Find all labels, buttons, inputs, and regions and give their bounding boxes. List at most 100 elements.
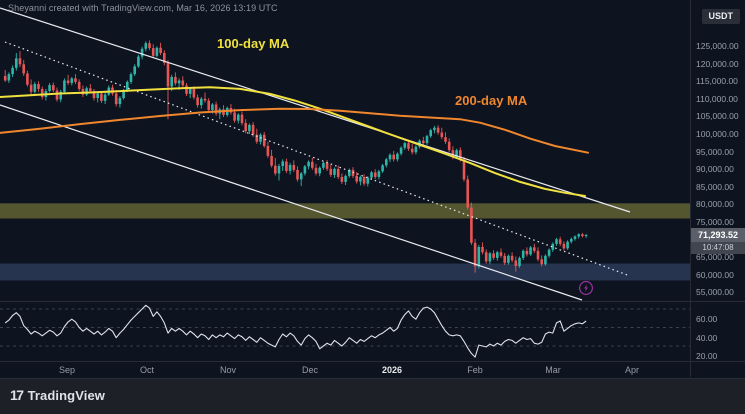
candle-body [377, 171, 381, 177]
candle-body [440, 132, 444, 138]
200-day-ma-line [0, 107, 589, 154]
time-axis-label-2026: 2026 [381, 365, 403, 375]
candle-body [333, 168, 336, 175]
candle-body [381, 165, 384, 172]
candle-body [140, 48, 144, 57]
candle-body [285, 161, 288, 171]
candle-body [85, 88, 88, 95]
candle-body [15, 58, 18, 68]
candle-body [473, 242, 477, 267]
candle-body [577, 234, 580, 237]
candle-body [344, 175, 347, 182]
candle-body [200, 98, 203, 106]
tradingview-logo[interactable]: 17 TradingView [10, 387, 105, 403]
candle-body [18, 58, 22, 65]
candle-body [533, 247, 536, 251]
candle-body [137, 56, 140, 67]
price-axis-label: 125,000.00 [696, 41, 739, 51]
candle-body [281, 161, 284, 167]
price-axis-label: 80,000.00 [696, 199, 734, 210]
candle-body [52, 85, 55, 91]
candle-body [429, 130, 432, 137]
price-axis-label: 60,000.00 [696, 269, 734, 280]
ma200-annotation[interactable]: 200-day MA [455, 93, 528, 108]
candle-body [148, 43, 151, 49]
candle-body [492, 253, 495, 258]
candle-body [484, 252, 488, 262]
price-axis-label: 95,000.00 [696, 146, 734, 157]
candle-body [410, 148, 414, 153]
candle-body [407, 143, 410, 149]
candle-body [540, 259, 543, 265]
ma100-annotation[interactable]: 100-day MA [217, 36, 290, 51]
candle-body [444, 137, 447, 142]
candle-body [499, 252, 503, 256]
candle-body [74, 78, 77, 82]
candle-body [144, 43, 148, 49]
quote-currency-badge[interactable]: USDT [701, 9, 740, 24]
time-axis-label-mar: Mar [545, 365, 561, 375]
candle-body [181, 80, 185, 86]
candle-body [555, 239, 558, 244]
candle-body [303, 166, 307, 174]
candle-body [355, 175, 358, 182]
candle-body [362, 176, 366, 184]
candle-body [299, 173, 303, 180]
candle-body [359, 176, 362, 182]
candle-body [314, 167, 318, 174]
price-axis-label: 105,000.00 [696, 111, 739, 122]
candle-body [396, 153, 399, 160]
downtrend-dotted [4, 41, 631, 277]
candle-body [174, 76, 177, 84]
candle-countdown: 10:47:08 [691, 241, 745, 254]
candle-body [103, 94, 107, 101]
price-axis-label: 100,000.00 [696, 129, 739, 139]
flash-idea-icon[interactable] [578, 280, 594, 296]
candle-body [29, 84, 33, 92]
candle-body [7, 74, 11, 81]
candle-body [251, 124, 255, 135]
candle-body [114, 93, 118, 105]
candle-body [318, 167, 321, 174]
candle-body [237, 114, 240, 121]
candle-body [151, 48, 155, 56]
candle-body [433, 127, 436, 131]
candle-body [255, 134, 259, 142]
candle-body [66, 80, 70, 83]
candle-body [340, 176, 344, 182]
candle-body [558, 239, 562, 244]
candle-body [462, 159, 466, 180]
time-axis-label-feb: Feb [467, 365, 483, 375]
candle-body [370, 172, 373, 178]
candle-body [122, 90, 125, 99]
tradingview-logo-text: TradingView [27, 387, 106, 403]
candle-body [155, 47, 159, 56]
rsi-axis-label: 60.00 [696, 314, 718, 325]
candle-body [573, 236, 577, 239]
candle-body [55, 90, 59, 100]
candle-body [307, 161, 310, 167]
price-axis-label: 115,000.00 [696, 76, 738, 87]
candle-body [536, 250, 540, 260]
candle-body [248, 124, 251, 132]
candle-body [48, 85, 51, 92]
candle-body [277, 166, 281, 174]
candle-body [510, 255, 514, 261]
candle-body [3, 75, 7, 81]
candle-body [170, 76, 173, 87]
time-axis-label-sep: Sep [58, 365, 76, 375]
candle-body [159, 47, 162, 54]
channel-bottom [0, 104, 583, 301]
candle-body [296, 169, 299, 180]
candle-body [166, 62, 170, 87]
candle-body [133, 66, 136, 75]
candle-body [59, 91, 62, 100]
candle-body [399, 147, 403, 154]
watermark-text: Sheyanni created with TradingView.com, M… [8, 3, 278, 13]
candle-body [325, 162, 329, 169]
candle-body [70, 78, 74, 83]
candle-body [392, 154, 395, 160]
candle-body [455, 150, 458, 158]
